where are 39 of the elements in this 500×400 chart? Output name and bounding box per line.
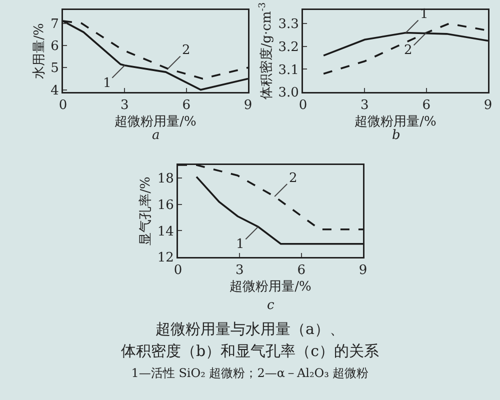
text: 体积密度（b）和显气孔率（c）的关系 [120,341,380,362]
y-tick-label: 3.2 [278,40,299,55]
series-label: 2 [404,43,412,58]
series-label: 1 [103,76,112,91]
y-tick-label: 7 [50,16,59,32]
series-label: 2 [182,43,190,58]
x-axis-title: 超微粉用量/% [354,114,436,130]
y-tick-label: 12 [157,250,174,266]
y-tick-label: 14 [157,224,174,240]
x-tick-label: 0 [174,263,182,278]
y-tick-label: 3.3 [278,17,299,32]
series-label: 1 [236,237,244,252]
y-tick-label: 3.1 [278,62,299,78]
series-label: 2 [289,171,298,186]
y-tick-label: 5 [50,61,59,76]
text: c [267,298,275,313]
x-tick-label: 3 [360,98,369,114]
x-tick-label: 0 [58,98,68,114]
x-tick-label: 9 [358,263,368,278]
y-tick-label: 3.0 [278,86,299,101]
x-tick-label: 6 [182,98,190,114]
y-tick-label: 18 [157,172,174,187]
y-tick-label: 4 [50,83,59,98]
y-axis-title: 显气孔率/% [138,176,154,246]
x-tick-label: 9 [244,98,252,114]
text: a [152,128,160,143]
x-axis-title: 超微粉用量/% [230,279,312,294]
text: 1—活性 SiO₂ 超微粉；2—α－Al₂O₃ 超微粉 [130,365,370,382]
x-tick-label: 0 [298,98,308,114]
x-axis-title: 超微粉用量/% [114,114,196,130]
y-tick-label: 6 [50,39,59,54]
y-axis-title: 水用量/% [32,23,47,79]
x-tick-label: 3 [236,263,244,278]
text: b [392,128,400,143]
x-tick-label: 9 [484,98,492,114]
x-tick-label: 6 [422,98,430,114]
text: 超微粉用量与水用量（a）、 [154,319,346,340]
x-tick-label: 3 [120,98,129,114]
y-tick-label: 16 [157,198,174,213]
